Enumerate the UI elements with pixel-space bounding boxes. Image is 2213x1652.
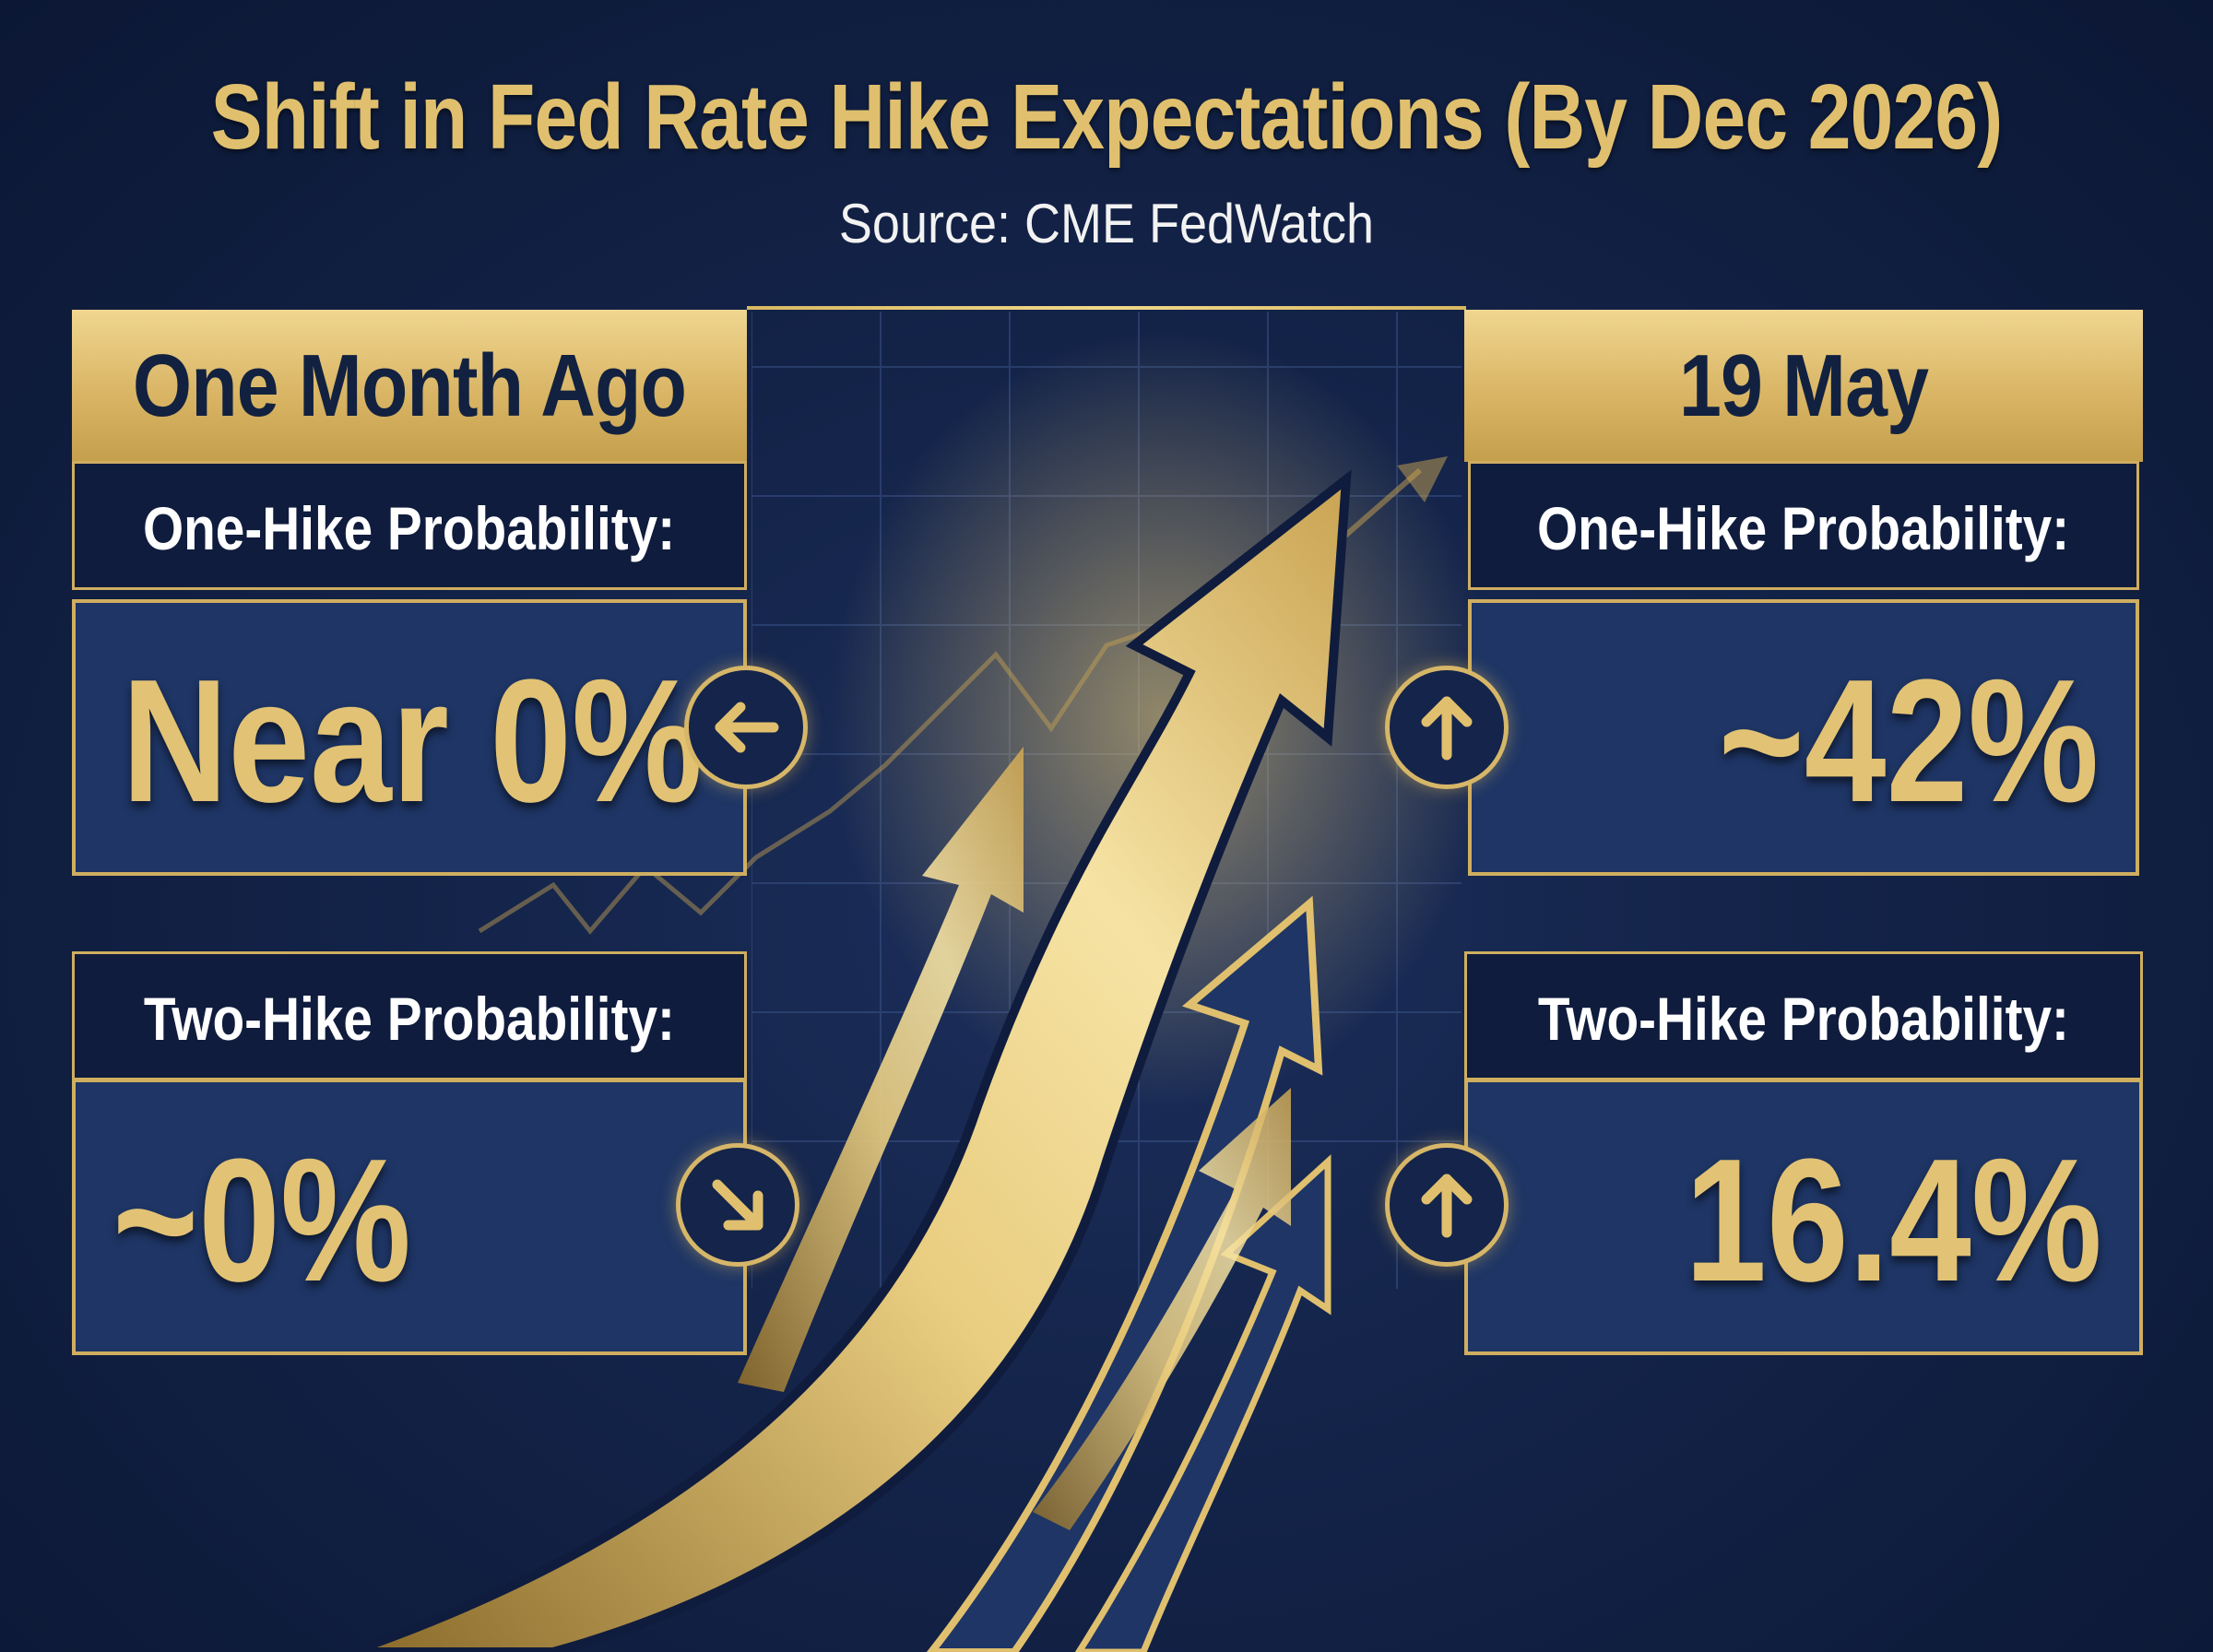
left-one-hike-label: One-Hike Probability: [72,461,747,590]
left-two-hike-label: Two-Hike Probability: [72,951,747,1080]
page-title: Shift in Fed Rate Hike Expectations (By … [210,65,2004,169]
right-two-hike-label: Two-Hike Probability: [1464,951,2143,1080]
right-one-hike-value: ~42% [1468,599,2139,876]
arrow-up-icon [1385,666,1509,789]
source-subtitle: Source: CME FedWatch [838,193,1375,254]
left-one-hike-value: Near 0% [72,599,747,876]
arrow-down-right-icon [676,1143,799,1267]
arrow-left-icon [684,666,808,789]
right-header: 19 May [1464,310,2143,462]
top-frame-line [747,306,1466,310]
left-header: One Month Ago [72,310,747,462]
left-two-hike-value: ~0% [72,1079,747,1355]
right-one-hike-label: One-Hike Probability: [1468,461,2139,590]
right-two-hike-value: 16.4% [1464,1079,2143,1355]
arrow-up-icon [1385,1143,1509,1267]
